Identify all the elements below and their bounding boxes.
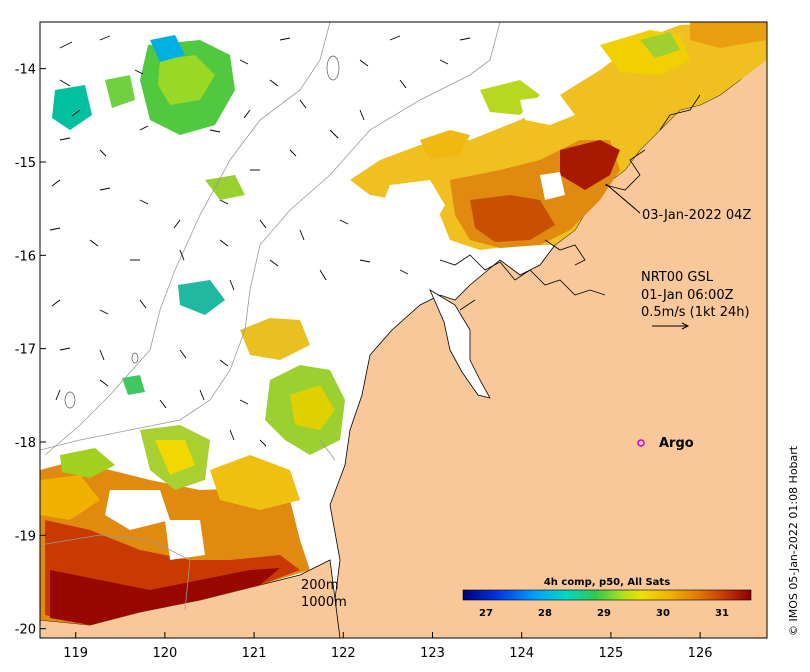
colorbar-gradient xyxy=(462,589,752,601)
lat-tick-label: -19 xyxy=(15,529,36,544)
lon-tick-label: 126 xyxy=(688,646,713,661)
lat-tick-label: -18 xyxy=(15,436,36,451)
lat-tick-label: -20 xyxy=(15,623,36,638)
lat-tick-label: -17 xyxy=(15,343,36,358)
colorbar-title: 4h comp, p50, All Sats xyxy=(544,577,670,588)
lon-tick-label: 119 xyxy=(63,646,88,661)
longitude-axis: 119 120 121 122 123 124 125 126 xyxy=(63,632,713,661)
lon-tick-label: 121 xyxy=(242,646,267,661)
isobath-200m-label: 200m xyxy=(301,578,338,593)
coastline-detail xyxy=(439,94,701,311)
sst-field xyxy=(40,22,767,625)
argo-float-marker[interactable] xyxy=(637,439,645,447)
lat-tick-label: -14 xyxy=(15,63,36,78)
isobath-lines xyxy=(40,22,501,611)
colorbar-tick-label: 27 xyxy=(479,608,493,619)
colorbar-tick-label: 29 xyxy=(597,608,611,619)
colorbar-tick-label: 31 xyxy=(715,608,729,619)
lon-tick-label: 123 xyxy=(420,646,445,661)
latitude-axis: -14 -15 -16 -17 -18 -19 -20 xyxy=(15,63,46,638)
king-sound xyxy=(429,289,491,399)
current-product-time: 01-Jan 06:00Z xyxy=(641,288,734,303)
lon-tick-label: 125 xyxy=(598,646,623,661)
lat-tick-label: -16 xyxy=(15,249,36,264)
colorbar-tick-label: 30 xyxy=(656,608,670,619)
plot-frame xyxy=(39,21,768,639)
argo-label: Argo xyxy=(659,436,694,451)
lon-tick-label: 120 xyxy=(152,646,177,661)
colorbar-tick-label: 28 xyxy=(538,608,552,619)
current-product-title: NRT00 GSL xyxy=(641,270,714,285)
colorbar: 4h comp, p50, All Sats 27 28 29 30 31 xyxy=(462,577,752,619)
current-scale-label: 0.5m/s (1kt 24h) xyxy=(641,305,750,320)
isobath-1000m-label: 1000m xyxy=(301,595,347,610)
timestamp-leader-line xyxy=(605,183,641,214)
current-scale-arrow xyxy=(652,322,690,330)
offshore-islands xyxy=(64,55,340,409)
lon-tick-label: 122 xyxy=(331,646,356,661)
current-vectors xyxy=(49,35,471,447)
lat-tick-label: -15 xyxy=(15,156,36,171)
map-plot-area xyxy=(40,22,767,638)
lon-tick-label: 124 xyxy=(509,646,534,661)
imos-credit: © IMOS 05-Jan-2022 01:08 Hobart xyxy=(787,445,800,636)
timestamp-label: 03-Jan-2022 04Z xyxy=(642,208,751,223)
